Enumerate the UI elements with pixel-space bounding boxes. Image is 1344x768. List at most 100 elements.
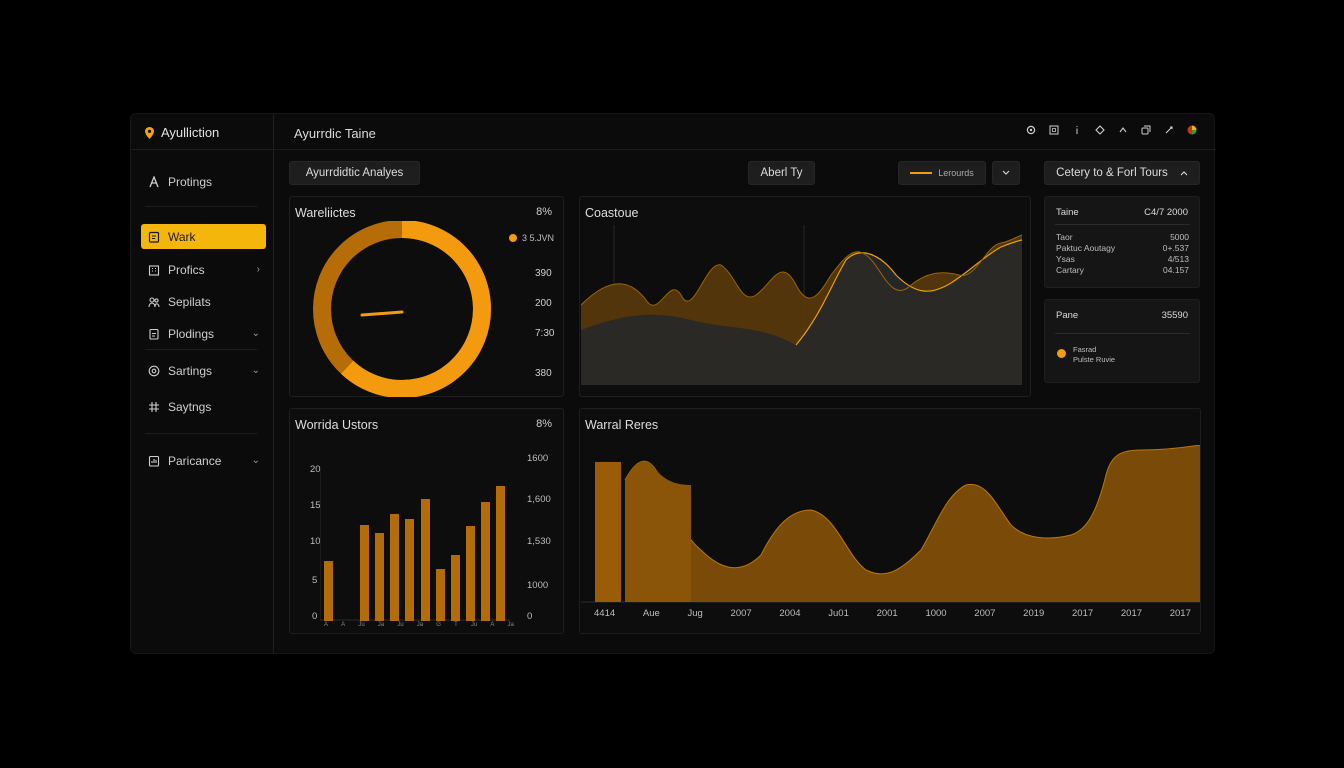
copy-icon[interactable] bbox=[1140, 124, 1152, 136]
donut-value: 7:30 bbox=[535, 328, 555, 339]
document-icon bbox=[149, 328, 159, 340]
bar[interactable] bbox=[324, 561, 333, 621]
sidebar-item-paricance[interactable]: Paricance ⌄ bbox=[141, 448, 266, 473]
bar[interactable] bbox=[390, 514, 399, 621]
topbar-actions bbox=[1025, 124, 1198, 136]
bar[interactable] bbox=[421, 499, 430, 621]
area-chart bbox=[581, 445, 1200, 603]
bar[interactable] bbox=[466, 526, 475, 621]
x-tick: Ju bbox=[470, 622, 478, 628]
tools-icon[interactable] bbox=[1163, 124, 1175, 136]
bar[interactable] bbox=[451, 555, 460, 621]
donut-value: 200 bbox=[535, 298, 552, 309]
bar[interactable] bbox=[481, 502, 490, 621]
donut-value: 390 bbox=[535, 268, 552, 279]
y-tick-left: 20 bbox=[310, 464, 321, 475]
x-tick: G bbox=[436, 622, 441, 628]
panel-title: Coastoue bbox=[585, 206, 639, 220]
divider bbox=[1055, 224, 1190, 225]
building-icon bbox=[148, 264, 160, 276]
sidebar-item-plodings[interactable]: Plodings ⌄ bbox=[141, 321, 266, 346]
sidebar-item-label: Paricance bbox=[168, 453, 222, 468]
chevron-right-icon[interactable]: › bbox=[256, 264, 260, 275]
legend-dot-icon bbox=[1057, 349, 1066, 358]
arrow-icon[interactable] bbox=[1117, 124, 1129, 136]
y-tick-right: 1,530 bbox=[527, 536, 551, 547]
chevron-down-icon[interactable]: ⌄ bbox=[251, 455, 260, 466]
y-tick-left: 15 bbox=[310, 500, 321, 511]
x-tick: Ja bbox=[377, 622, 385, 628]
stats-row: Taor 5000 bbox=[1056, 232, 1189, 242]
wave-area-front bbox=[581, 240, 1022, 385]
x-tick: 2001 bbox=[876, 608, 898, 619]
y-tick-left: 5 bbox=[312, 575, 318, 586]
pane-legend-line: Pulste Ruvie bbox=[1073, 355, 1116, 364]
bar[interactable] bbox=[375, 533, 384, 621]
bar-panel: Worrida Ustors 8% 20 15 10 5 0 1600 1,60… bbox=[289, 408, 564, 634]
sidebar-item-label: Plodings bbox=[168, 326, 215, 341]
panel-percent: 8% bbox=[536, 206, 552, 218]
bar[interactable] bbox=[360, 525, 369, 621]
bar[interactable] bbox=[436, 569, 445, 621]
sidebar-item-label: Saytngs bbox=[168, 399, 212, 414]
center-filter-button[interactable]: Aberl Ty bbox=[748, 161, 815, 185]
x-tick: Ja bbox=[507, 622, 514, 628]
sidebar-item-sepilats[interactable]: Sepilats bbox=[141, 289, 266, 314]
share-icon[interactable] bbox=[1094, 124, 1106, 136]
panel-title: Wareliictes bbox=[295, 206, 356, 220]
x-tick: 2004 bbox=[779, 608, 801, 619]
chevron-down-icon bbox=[1002, 170, 1010, 175]
sidebar-item-saytngs[interactable]: Saytngs bbox=[141, 394, 266, 419]
chevron-down-icon[interactable]: ⌄ bbox=[251, 328, 260, 339]
letter-a-icon bbox=[149, 175, 159, 187]
donut-legend: 3 5.JVN bbox=[509, 233, 554, 243]
sidebar-item-label: Protings bbox=[168, 174, 213, 189]
legend-button[interactable]: Lerourds bbox=[898, 161, 986, 185]
x-tick: A bbox=[490, 622, 495, 628]
divider bbox=[145, 206, 257, 207]
divider bbox=[1055, 333, 1190, 334]
x-tick: Aue bbox=[642, 608, 660, 619]
stats-card: Taine C4/7 2000 Taor 5000 Paktuc Aoutagy… bbox=[1044, 196, 1200, 288]
area-line bbox=[624, 445, 1200, 575]
stats-value: 04.157 bbox=[1163, 265, 1189, 275]
stats-header-label: Taine bbox=[1056, 207, 1079, 218]
chevron-up-icon bbox=[1180, 171, 1188, 176]
legend-dot-icon bbox=[509, 234, 517, 242]
y-tick-right: 1600 bbox=[527, 453, 549, 464]
bar[interactable] bbox=[496, 486, 505, 621]
stats-row: Paktuc Aoutagy 0+.537 bbox=[1056, 243, 1189, 253]
bar[interactable] bbox=[405, 519, 414, 621]
stats-rows: Taor 5000 Paktuc Aoutagy 0+.537 Ysas 4/5… bbox=[1056, 232, 1189, 275]
tours-button[interactable]: Cetery to & Forl Tours bbox=[1044, 161, 1200, 185]
pane-legend-line: Fasrad bbox=[1073, 345, 1097, 354]
sidebar-item-label: Wark bbox=[168, 229, 196, 244]
stats-row: Cartary 04.157 bbox=[1056, 265, 1189, 275]
area-panel: Warral Reres 4414 Aue Jug 2007 2004 Ju01… bbox=[579, 408, 1201, 634]
analysis-button[interactable]: Ayurrdidtic Analyes bbox=[289, 161, 420, 185]
dropdown-button[interactable] bbox=[992, 161, 1020, 185]
sidebar-item-wark[interactable]: Wark bbox=[141, 224, 266, 249]
y-tick-left: 0 bbox=[312, 611, 318, 622]
sidebar-item-sartings[interactable]: Sartings ⌄ bbox=[141, 358, 266, 383]
info-icon[interactable] bbox=[1071, 124, 1083, 136]
x-tick: Ju bbox=[397, 622, 404, 628]
stats-label: Cartary bbox=[1056, 265, 1084, 275]
sidebar-item-label: Profics bbox=[168, 262, 205, 277]
status-dot-icon[interactable] bbox=[1186, 124, 1198, 136]
settings-icon[interactable] bbox=[1025, 124, 1037, 136]
sidebar-item-label: Sartings bbox=[168, 363, 213, 378]
x-tick: T bbox=[454, 622, 458, 628]
window-icon[interactable] bbox=[1048, 124, 1060, 136]
panel-title: Warral Reres bbox=[585, 418, 659, 432]
grid-icon bbox=[149, 401, 159, 412]
page-title: Ayurrdic Taine bbox=[294, 126, 376, 141]
brand[interactable]: Ayulliction bbox=[145, 125, 219, 140]
x-tick: 2017 bbox=[1169, 608, 1191, 619]
chevron-down-icon[interactable]: ⌄ bbox=[251, 365, 260, 376]
pane-card: Pane 35590 Fasrad Pulste Ruvie bbox=[1044, 299, 1200, 383]
sidebar-item-protings[interactable]: Protings bbox=[141, 169, 266, 194]
x-tick: 2007 bbox=[730, 608, 752, 619]
sidebar-item-profics[interactable]: Profics › bbox=[141, 257, 266, 282]
x-tick: 2017 bbox=[1120, 608, 1143, 619]
